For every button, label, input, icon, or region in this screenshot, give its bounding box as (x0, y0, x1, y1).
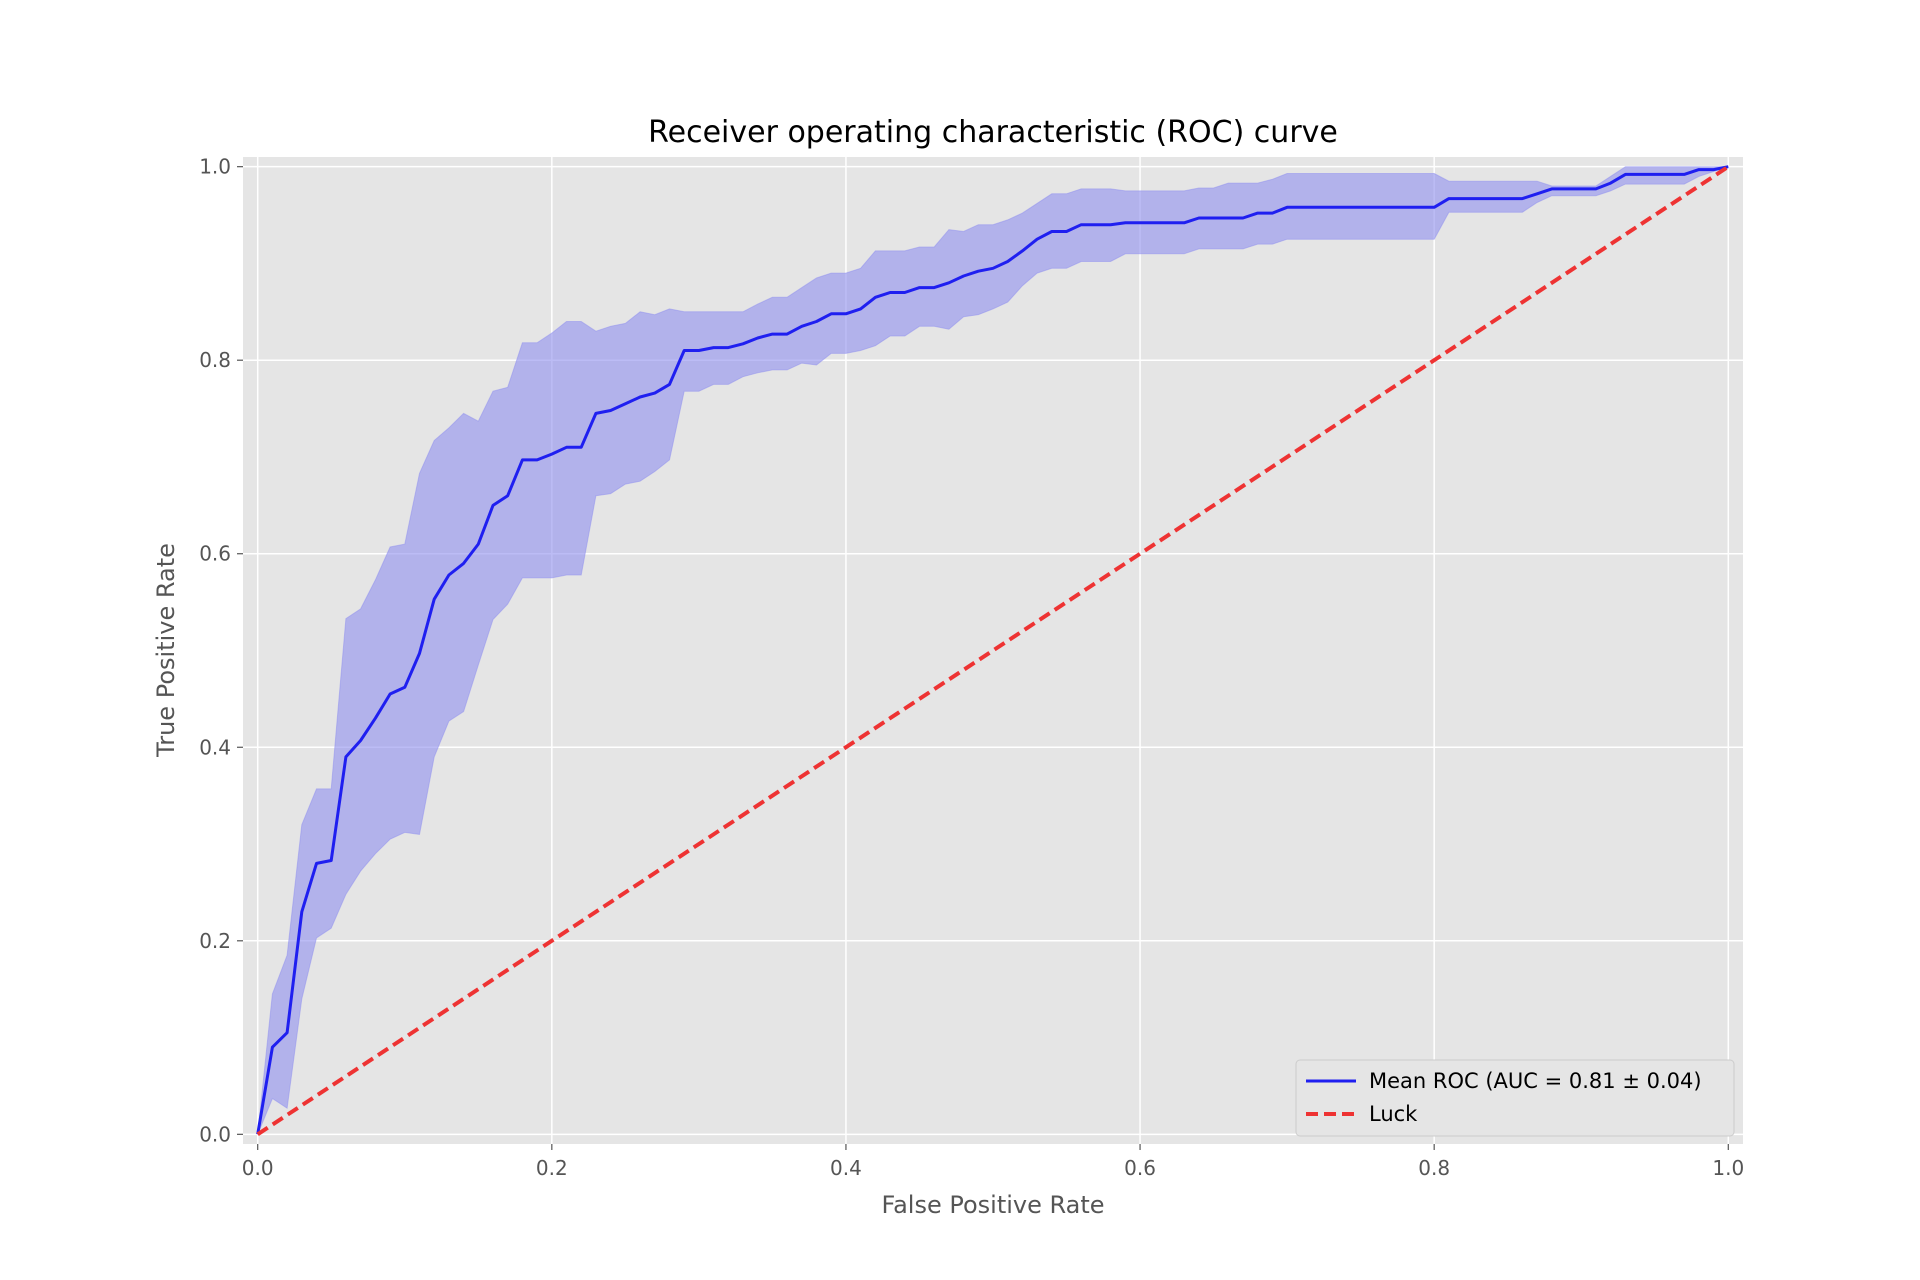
y-tick-label: 0.2 (199, 929, 231, 953)
x-axis-label: False Positive Rate (881, 1191, 1104, 1219)
x-tick-label: 0.4 (830, 1156, 862, 1180)
series-layer (256, 165, 1730, 1136)
y-tick-label: 1.0 (199, 155, 231, 179)
x-tick-label: 0.6 (1124, 1156, 1156, 1180)
legend-label-luck: Luck (1369, 1102, 1418, 1126)
y-axis-label: True Positive Rate (152, 543, 180, 758)
x-tick-label: 0.8 (1418, 1156, 1450, 1180)
x-tick-label: 1.0 (1712, 1156, 1744, 1180)
y-tick-label: 0.6 (199, 542, 231, 566)
x-tick-label: 0.0 (242, 1156, 274, 1180)
y-tick-label: 0.0 (199, 1122, 231, 1146)
series-line-luck (256, 165, 1730, 1136)
y-tick-label: 0.8 (199, 348, 231, 372)
chart-title: Receiver operating characteristic (ROC) … (648, 115, 1338, 150)
y-tick-label: 0.4 (199, 735, 231, 759)
x-tick-labels: 0.0 0.2 0.4 0.6 0.8 1.0 (242, 1144, 1744, 1180)
y-tick-labels: 0.0 0.2 0.4 0.6 0.8 1.0 (199, 155, 243, 1146)
series-line-mean-roc (256, 165, 1729, 1135)
legend-box (1295, 1059, 1735, 1137)
x-tick-label: 0.2 (536, 1156, 568, 1180)
legend-label-mean-roc: Mean ROC (AUC = 0.81 ± 0.04) (1369, 1069, 1702, 1093)
legend: Mean ROC (AUC = 0.81 ± 0.04) Luck (1295, 1059, 1735, 1137)
